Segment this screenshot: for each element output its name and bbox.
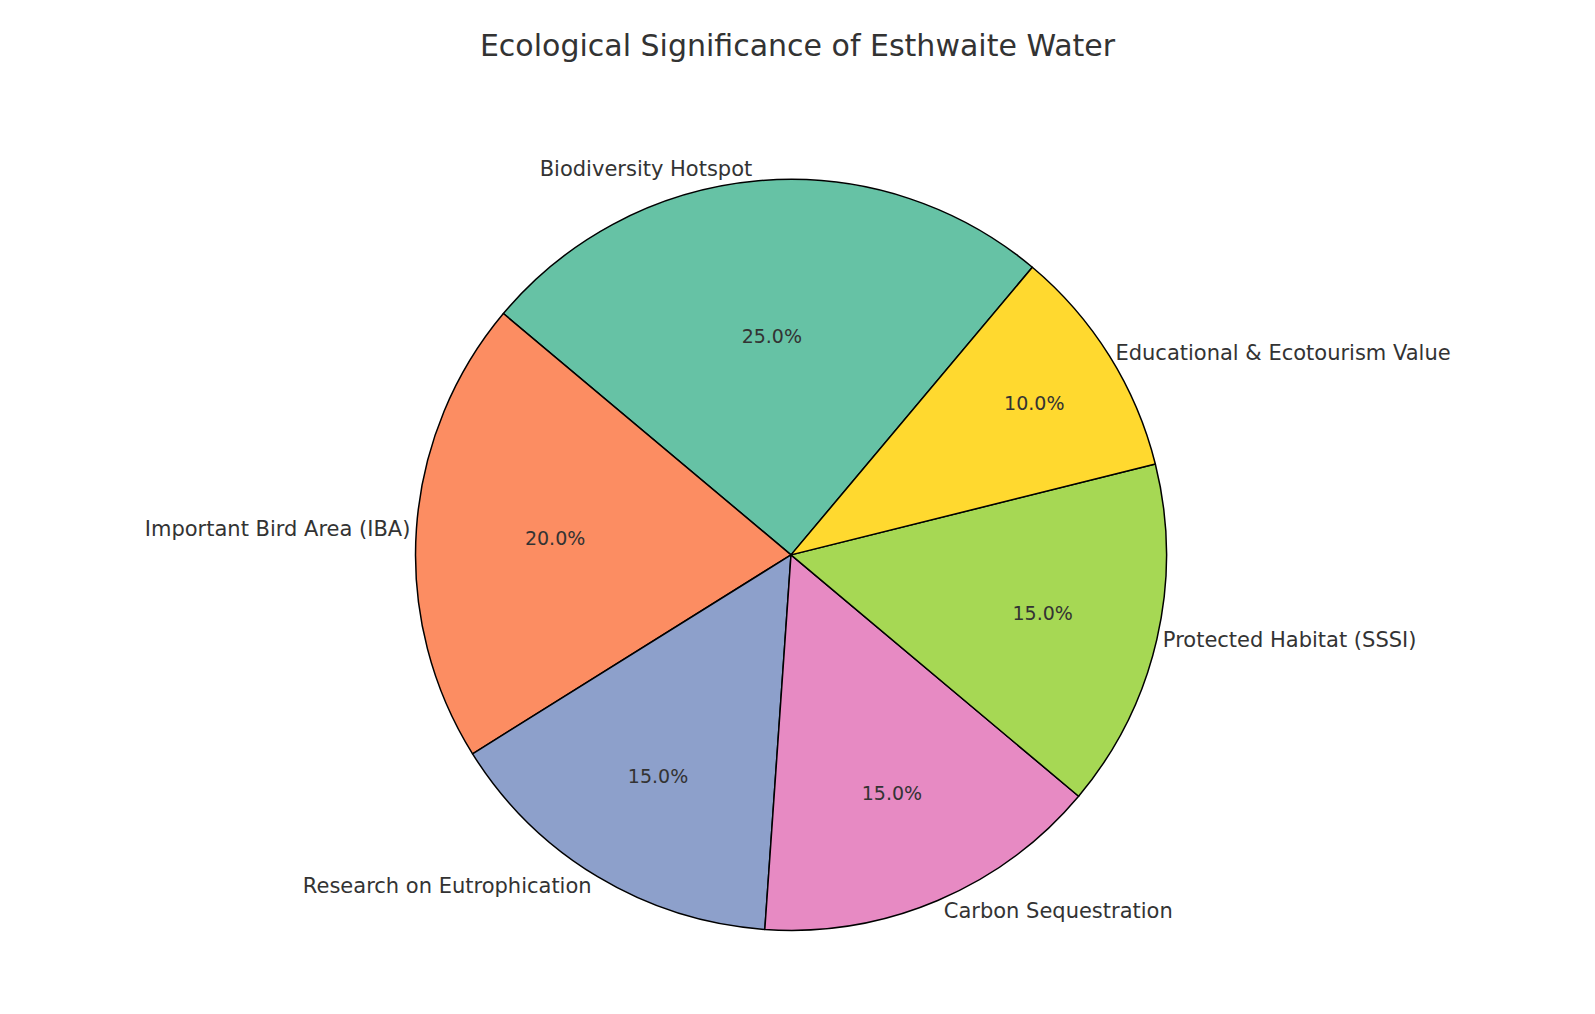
svg-text:Educational & Ecotourism Value: Educational & Ecotourism Value	[1115, 341, 1450, 365]
svg-text:Important Bird Area (IBA): Important Bird Area (IBA)	[145, 517, 411, 541]
svg-text:15.0%: 15.0%	[862, 782, 922, 804]
svg-text:25.0%: 25.0%	[742, 325, 802, 347]
svg-text:20.0%: 20.0%	[525, 527, 585, 549]
svg-text:Research on Eutrophication: Research on Eutrophication	[303, 874, 592, 898]
svg-text:15.0%: 15.0%	[628, 765, 688, 787]
svg-text:Ecological Significance of Est: Ecological Significance of Esthwaite Wat…	[480, 28, 1116, 63]
svg-text:Biodiversity Hotspot: Biodiversity Hotspot	[540, 157, 753, 181]
svg-text:Carbon Sequestration: Carbon Sequestration	[944, 899, 1173, 923]
svg-text:Protected Habitat (SSSI): Protected Habitat (SSSI)	[1163, 628, 1417, 652]
svg-text:15.0%: 15.0%	[1012, 602, 1072, 624]
svg-text:10.0%: 10.0%	[1004, 392, 1064, 414]
